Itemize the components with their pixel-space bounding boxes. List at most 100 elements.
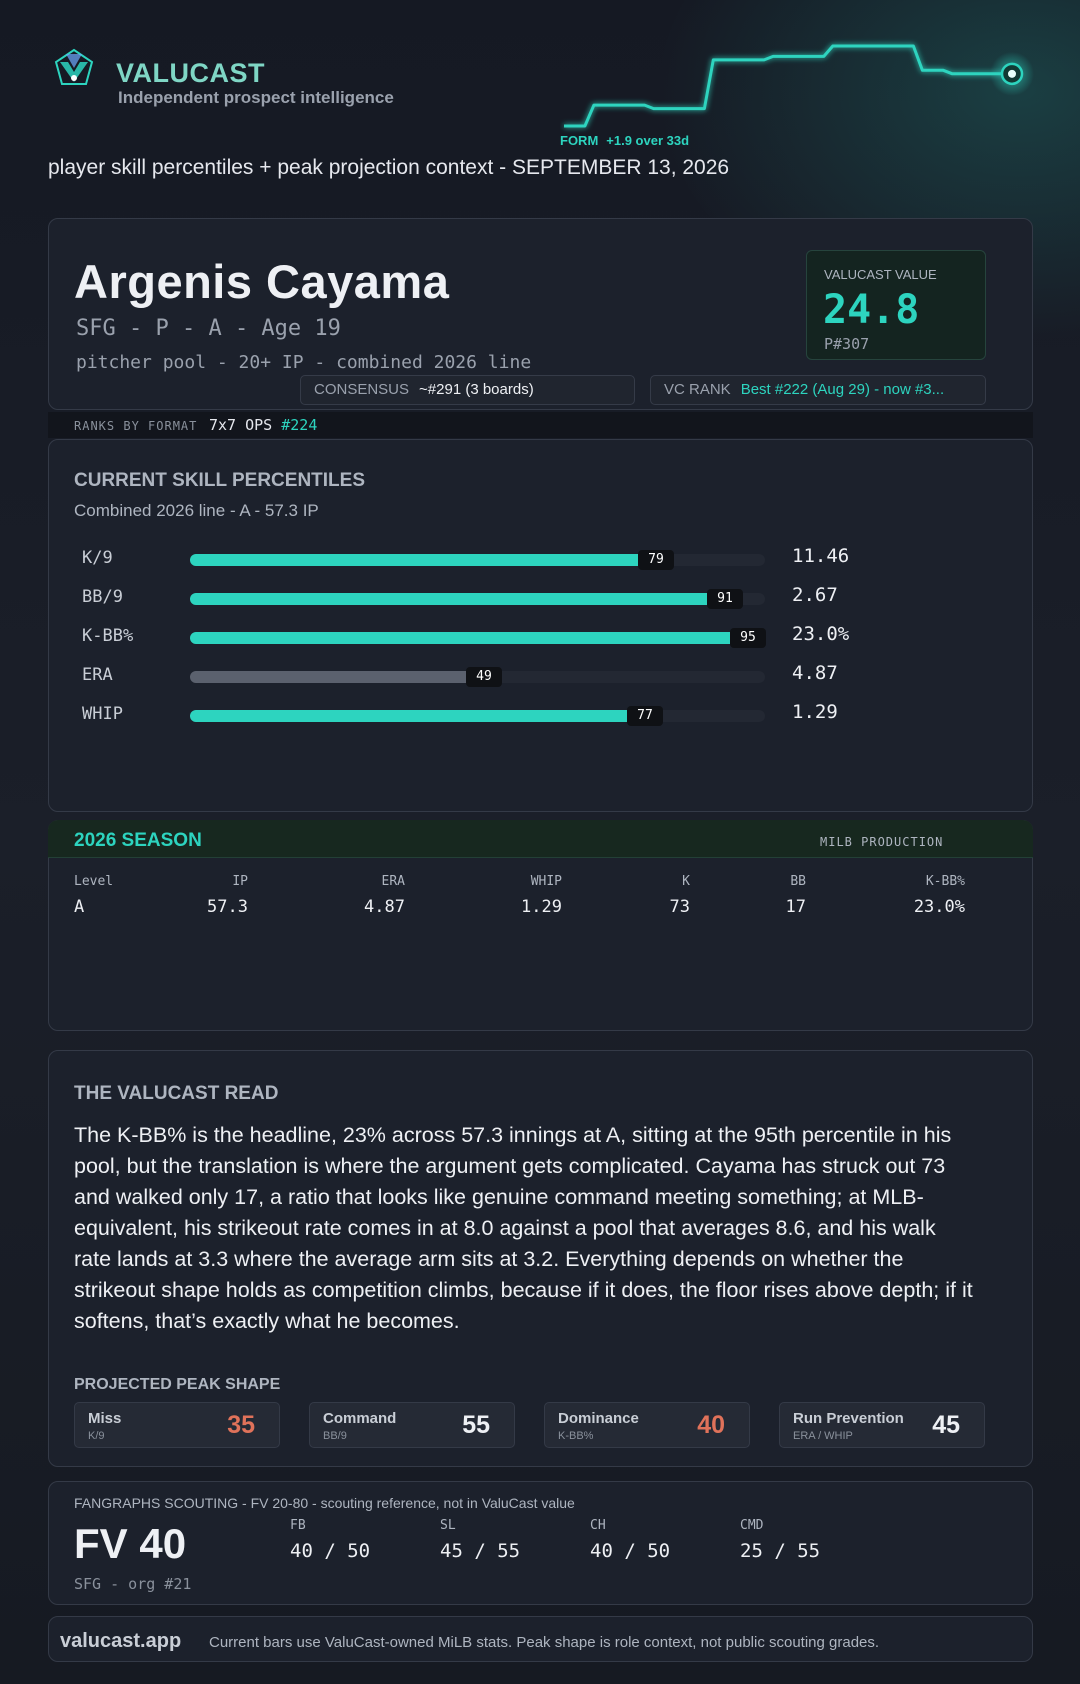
peak-name: Command bbox=[323, 1410, 397, 1427]
form-trend-chart bbox=[564, 44, 1034, 128]
peak-card-command: Command BB/9 55 bbox=[309, 1402, 515, 1448]
skill-value: 1.29 bbox=[792, 701, 838, 723]
skill-bar bbox=[190, 671, 472, 683]
skill-value: 23.0% bbox=[792, 623, 850, 645]
season-cell: 17 bbox=[785, 897, 806, 917]
peak-name: Miss bbox=[88, 1410, 122, 1427]
value-rank: P#307 bbox=[824, 335, 870, 353]
scouting-panel bbox=[48, 1481, 1033, 1605]
format-item: 7x7 OPS #224 bbox=[209, 416, 317, 434]
skill-track: 77 bbox=[190, 706, 765, 726]
format-name: 7x7 OPS bbox=[209, 416, 273, 434]
peak-sub: K-BB% bbox=[558, 1430, 594, 1442]
peak-sub: ERA / WHIP bbox=[793, 1430, 853, 1442]
peak-title: PROJECTED PEAK SHAPE bbox=[74, 1376, 281, 1393]
footer-site-link[interactable]: valucast.app bbox=[60, 1630, 182, 1652]
vc-rank-label: VC RANK bbox=[664, 381, 731, 398]
tool-name: CMD bbox=[740, 1518, 764, 1533]
future-value: FV 40 bbox=[74, 1520, 187, 1567]
season-cell: A bbox=[74, 897, 85, 917]
skill-bar bbox=[190, 710, 633, 722]
season-col-header: IP bbox=[232, 874, 248, 889]
read-body: The K-BB% is the headline, 23% across 57… bbox=[74, 1123, 973, 1333]
season-col-header: ERA bbox=[381, 874, 405, 889]
consensus-value: ~#291 (3 boards) bbox=[419, 381, 534, 398]
page-subtitle: player skill percentiles + peak projecti… bbox=[48, 156, 730, 179]
form-endpoint-dot bbox=[1008, 69, 1016, 78]
season-header: 2026 SEASON MILB PRODUCTION bbox=[48, 820, 1033, 858]
skill-bar bbox=[190, 593, 713, 605]
peak-name: Dominance bbox=[558, 1410, 639, 1427]
tool-grade: 25 / 55 bbox=[740, 1540, 821, 1562]
season-cell: 23.0% bbox=[913, 897, 965, 917]
skill-percentiles-panel bbox=[48, 439, 1033, 812]
season-col-header: K-BB% bbox=[925, 874, 965, 889]
tool-grade: 45 / 55 bbox=[440, 1540, 521, 1562]
skill-row-bb-9: BB/9 91 2.67 bbox=[82, 584, 882, 610]
vc-rank-pill: VC RANK Best #222 (Aug 29) - now #3... bbox=[650, 375, 986, 405]
percentile-badge: 91 bbox=[707, 589, 743, 609]
scouting-caption: FANGRAPHS SCOUTING - FV 20-80 - scouting… bbox=[74, 1495, 575, 1511]
peak-card-dominance: Dominance K-BB% 40 bbox=[544, 1402, 750, 1448]
peak-name: Run Prevention bbox=[793, 1410, 904, 1427]
skill-row-k-bb-: K-BB% 95 23.0% bbox=[82, 623, 882, 649]
valucast-value-box: VALUCAST VALUE 24.8 P#307 bbox=[806, 250, 986, 360]
skill-label: K/9 bbox=[82, 548, 113, 568]
skill-track: 91 bbox=[190, 589, 765, 609]
skill-value: 11.46 bbox=[792, 545, 850, 567]
form-label: FORM bbox=[560, 133, 599, 148]
skill-track: 95 bbox=[190, 628, 766, 648]
value-number: 24.8 bbox=[823, 287, 920, 333]
vc-rank-value: Best #222 (Aug 29) - now #3... bbox=[740, 381, 945, 398]
skill-label: K-BB% bbox=[82, 626, 134, 646]
consensus-pill: CONSENSUS ~#291 (3 boards) bbox=[300, 375, 635, 405]
player-meta: SFG - P - A - Age 19 bbox=[76, 316, 341, 341]
skills-title: CURRENT SKILL PERCENTILES bbox=[74, 470, 366, 491]
skill-row-era: ERA 49 4.87 bbox=[82, 662, 882, 688]
skill-track: 49 bbox=[190, 667, 765, 687]
skill-label: BB/9 bbox=[82, 587, 123, 607]
peak-card-run-prevention: Run Prevention ERA / WHIP 45 bbox=[779, 1402, 985, 1448]
format-rank: #224 bbox=[281, 416, 318, 434]
read-title: THE VALUCAST READ bbox=[74, 1083, 279, 1104]
season-col-header: Level bbox=[74, 874, 114, 889]
peak-value: 55 bbox=[462, 1411, 490, 1439]
form-trend-line bbox=[564, 44, 1012, 128]
player-pool: pitcher pool - 20+ IP - combined 2026 li… bbox=[76, 352, 532, 373]
brand-name: VALUCAST bbox=[116, 58, 265, 88]
consensus-label: CONSENSUS bbox=[314, 381, 410, 398]
peak-value: 40 bbox=[697, 1411, 725, 1439]
ranks-by-format-strip: RANKS BY FORMAT 7x7 OPS #224 bbox=[48, 412, 1033, 438]
season-title: 2026 SEASON bbox=[74, 830, 202, 851]
skill-row-whip: WHIP 77 1.29 bbox=[82, 701, 882, 727]
skill-bar bbox=[190, 554, 644, 566]
skill-value: 4.87 bbox=[792, 662, 838, 684]
valucast-read-panel bbox=[48, 1050, 1033, 1467]
season-col-header: K bbox=[682, 874, 690, 889]
season-col-header: BB bbox=[790, 874, 806, 889]
org-rank: SFG - org #21 bbox=[74, 1575, 192, 1593]
footer-note: Current bars use ValuCast-owned MiLB sta… bbox=[209, 1634, 880, 1651]
value-label: VALUCAST VALUE bbox=[824, 267, 937, 282]
peak-value: 35 bbox=[227, 1411, 255, 1439]
season-col-header: WHIP bbox=[530, 874, 562, 889]
season-cell: 73 bbox=[669, 897, 690, 917]
form-caption: FORM +1.9 over 33d bbox=[560, 133, 697, 148]
percentile-badge: 79 bbox=[638, 550, 674, 570]
season-cell: 57.3 bbox=[207, 897, 248, 917]
percentile-badge: 77 bbox=[627, 706, 663, 726]
tool-name: FB bbox=[290, 1518, 306, 1533]
skills-subtitle: Combined 2026 line - A - 57.3 IP bbox=[74, 501, 319, 520]
season-cell: 4.87 bbox=[364, 897, 405, 917]
skill-row-k-9: K/9 79 11.46 bbox=[82, 545, 882, 571]
skill-bar bbox=[190, 632, 736, 644]
peak-sub: BB/9 bbox=[323, 1430, 347, 1442]
season-tag: MILB PRODUCTION bbox=[820, 835, 944, 849]
peak-value: 45 bbox=[932, 1411, 960, 1439]
form-change: +1.9 over 33d bbox=[606, 133, 690, 148]
peak-card-miss: Miss K/9 35 bbox=[74, 1402, 280, 1448]
skill-track: 79 bbox=[190, 550, 765, 570]
footer-bar bbox=[48, 1616, 1033, 1662]
brand-tagline: Independent prospect intelligence bbox=[118, 88, 394, 107]
percentile-badge: 49 bbox=[466, 667, 502, 687]
